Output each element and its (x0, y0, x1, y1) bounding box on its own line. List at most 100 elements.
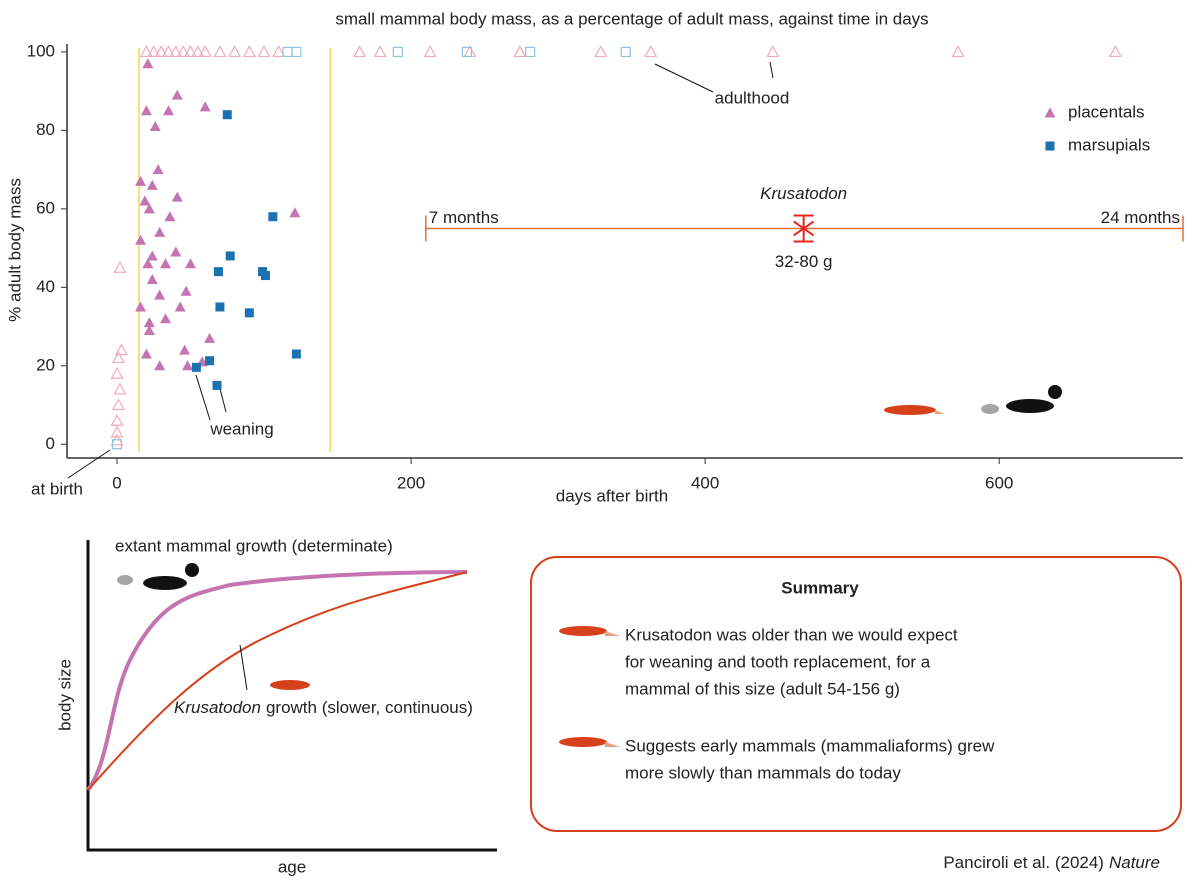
summary-items: Krusatodon was older than we would expec… (559, 625, 995, 782)
point (139, 195, 151, 206)
arrow (195, 374, 227, 421)
point (142, 258, 154, 269)
point (176, 45, 190, 58)
legend-label: placentals (1068, 102, 1145, 121)
point (135, 175, 147, 186)
summary-line: mammal of this size (adult 54-156 g) (625, 679, 900, 698)
point (110, 366, 124, 379)
point (228, 45, 242, 58)
legend-label: marsupials (1068, 135, 1150, 154)
star-ray (793, 220, 815, 237)
point (1108, 45, 1122, 58)
point (154, 226, 166, 237)
legend-marker (1044, 107, 1056, 118)
point (620, 46, 631, 58)
summary-line: for weaning and tooth replacement, for a (625, 652, 931, 671)
point (222, 110, 232, 120)
x-tick-label: 200 (397, 473, 425, 492)
point (594, 45, 608, 58)
point (191, 45, 205, 58)
point (160, 313, 172, 324)
summary-title: Summary (781, 578, 859, 597)
point (185, 258, 197, 269)
y-tick-label: 60 (36, 198, 55, 217)
point (142, 58, 154, 69)
point (113, 382, 127, 395)
point (113, 260, 127, 273)
point (392, 46, 403, 58)
point (146, 179, 158, 190)
point (353, 45, 367, 58)
curve-label: extant mammal growth (determinate) (115, 536, 393, 555)
point (244, 308, 254, 318)
point (146, 273, 158, 284)
point (161, 45, 175, 58)
point (162, 105, 174, 116)
arrow (654, 61, 774, 93)
point (461, 46, 473, 58)
point (169, 45, 183, 58)
point (139, 45, 153, 58)
point (242, 45, 256, 58)
point (212, 380, 222, 390)
point (110, 413, 124, 426)
point (179, 344, 191, 355)
range-label: 24 months (1101, 208, 1180, 227)
point (205, 356, 215, 366)
point (373, 45, 387, 58)
curve-label: Krusatodon growth (slower, continuous) (174, 698, 473, 717)
point (513, 45, 527, 58)
y-axis-label: % adult body mass (5, 178, 24, 322)
annotation: adulthood (715, 88, 790, 107)
point (291, 349, 301, 359)
range-label: 7 months (429, 208, 499, 227)
point (154, 45, 168, 58)
x-tick-label: 400 (691, 473, 719, 492)
bullet-icon (559, 737, 607, 747)
point (174, 301, 186, 312)
silhouettes (884, 385, 1062, 415)
y-tick-label: 100 (27, 41, 55, 60)
point (198, 45, 212, 58)
point (160, 258, 172, 269)
summary-line: Krusatodon was older than we would expec… (625, 625, 958, 644)
point (135, 234, 147, 245)
point (260, 271, 270, 281)
point (766, 45, 780, 58)
point (191, 362, 201, 372)
diagram-x-label: age (278, 857, 306, 876)
point (143, 317, 155, 328)
point (199, 101, 211, 112)
point (213, 267, 223, 277)
point (171, 89, 183, 100)
point (147, 45, 161, 58)
mass-label: 32-80 g (775, 252, 833, 271)
arrow (67, 449, 111, 479)
point (423, 45, 437, 58)
bullet-icon (559, 626, 607, 636)
point (282, 46, 293, 58)
point (171, 191, 183, 202)
chart-title: small mammal body mass, as a percentage … (335, 9, 928, 28)
point (154, 360, 166, 371)
citation: Panciroli et al. (2024) Nature (943, 853, 1160, 872)
y-tick-label: 40 (36, 277, 55, 296)
point (110, 425, 124, 438)
krusatodon-label: Krusatodon (760, 184, 847, 203)
x-tick-label: 0 (112, 473, 121, 492)
point (111, 351, 125, 364)
point (180, 285, 192, 296)
point (644, 45, 658, 58)
legend-marker (1045, 141, 1055, 151)
point (272, 45, 286, 58)
summary-line: Suggests early mammals (mammaliaforms) g… (625, 736, 995, 755)
point (164, 211, 176, 222)
point (170, 246, 182, 257)
point (525, 46, 536, 58)
annotation: weaning (209, 419, 273, 438)
point (111, 439, 123, 450)
point (257, 45, 271, 58)
citation-journal: Nature (1109, 853, 1160, 872)
krusatodon-estimate (793, 214, 815, 243)
